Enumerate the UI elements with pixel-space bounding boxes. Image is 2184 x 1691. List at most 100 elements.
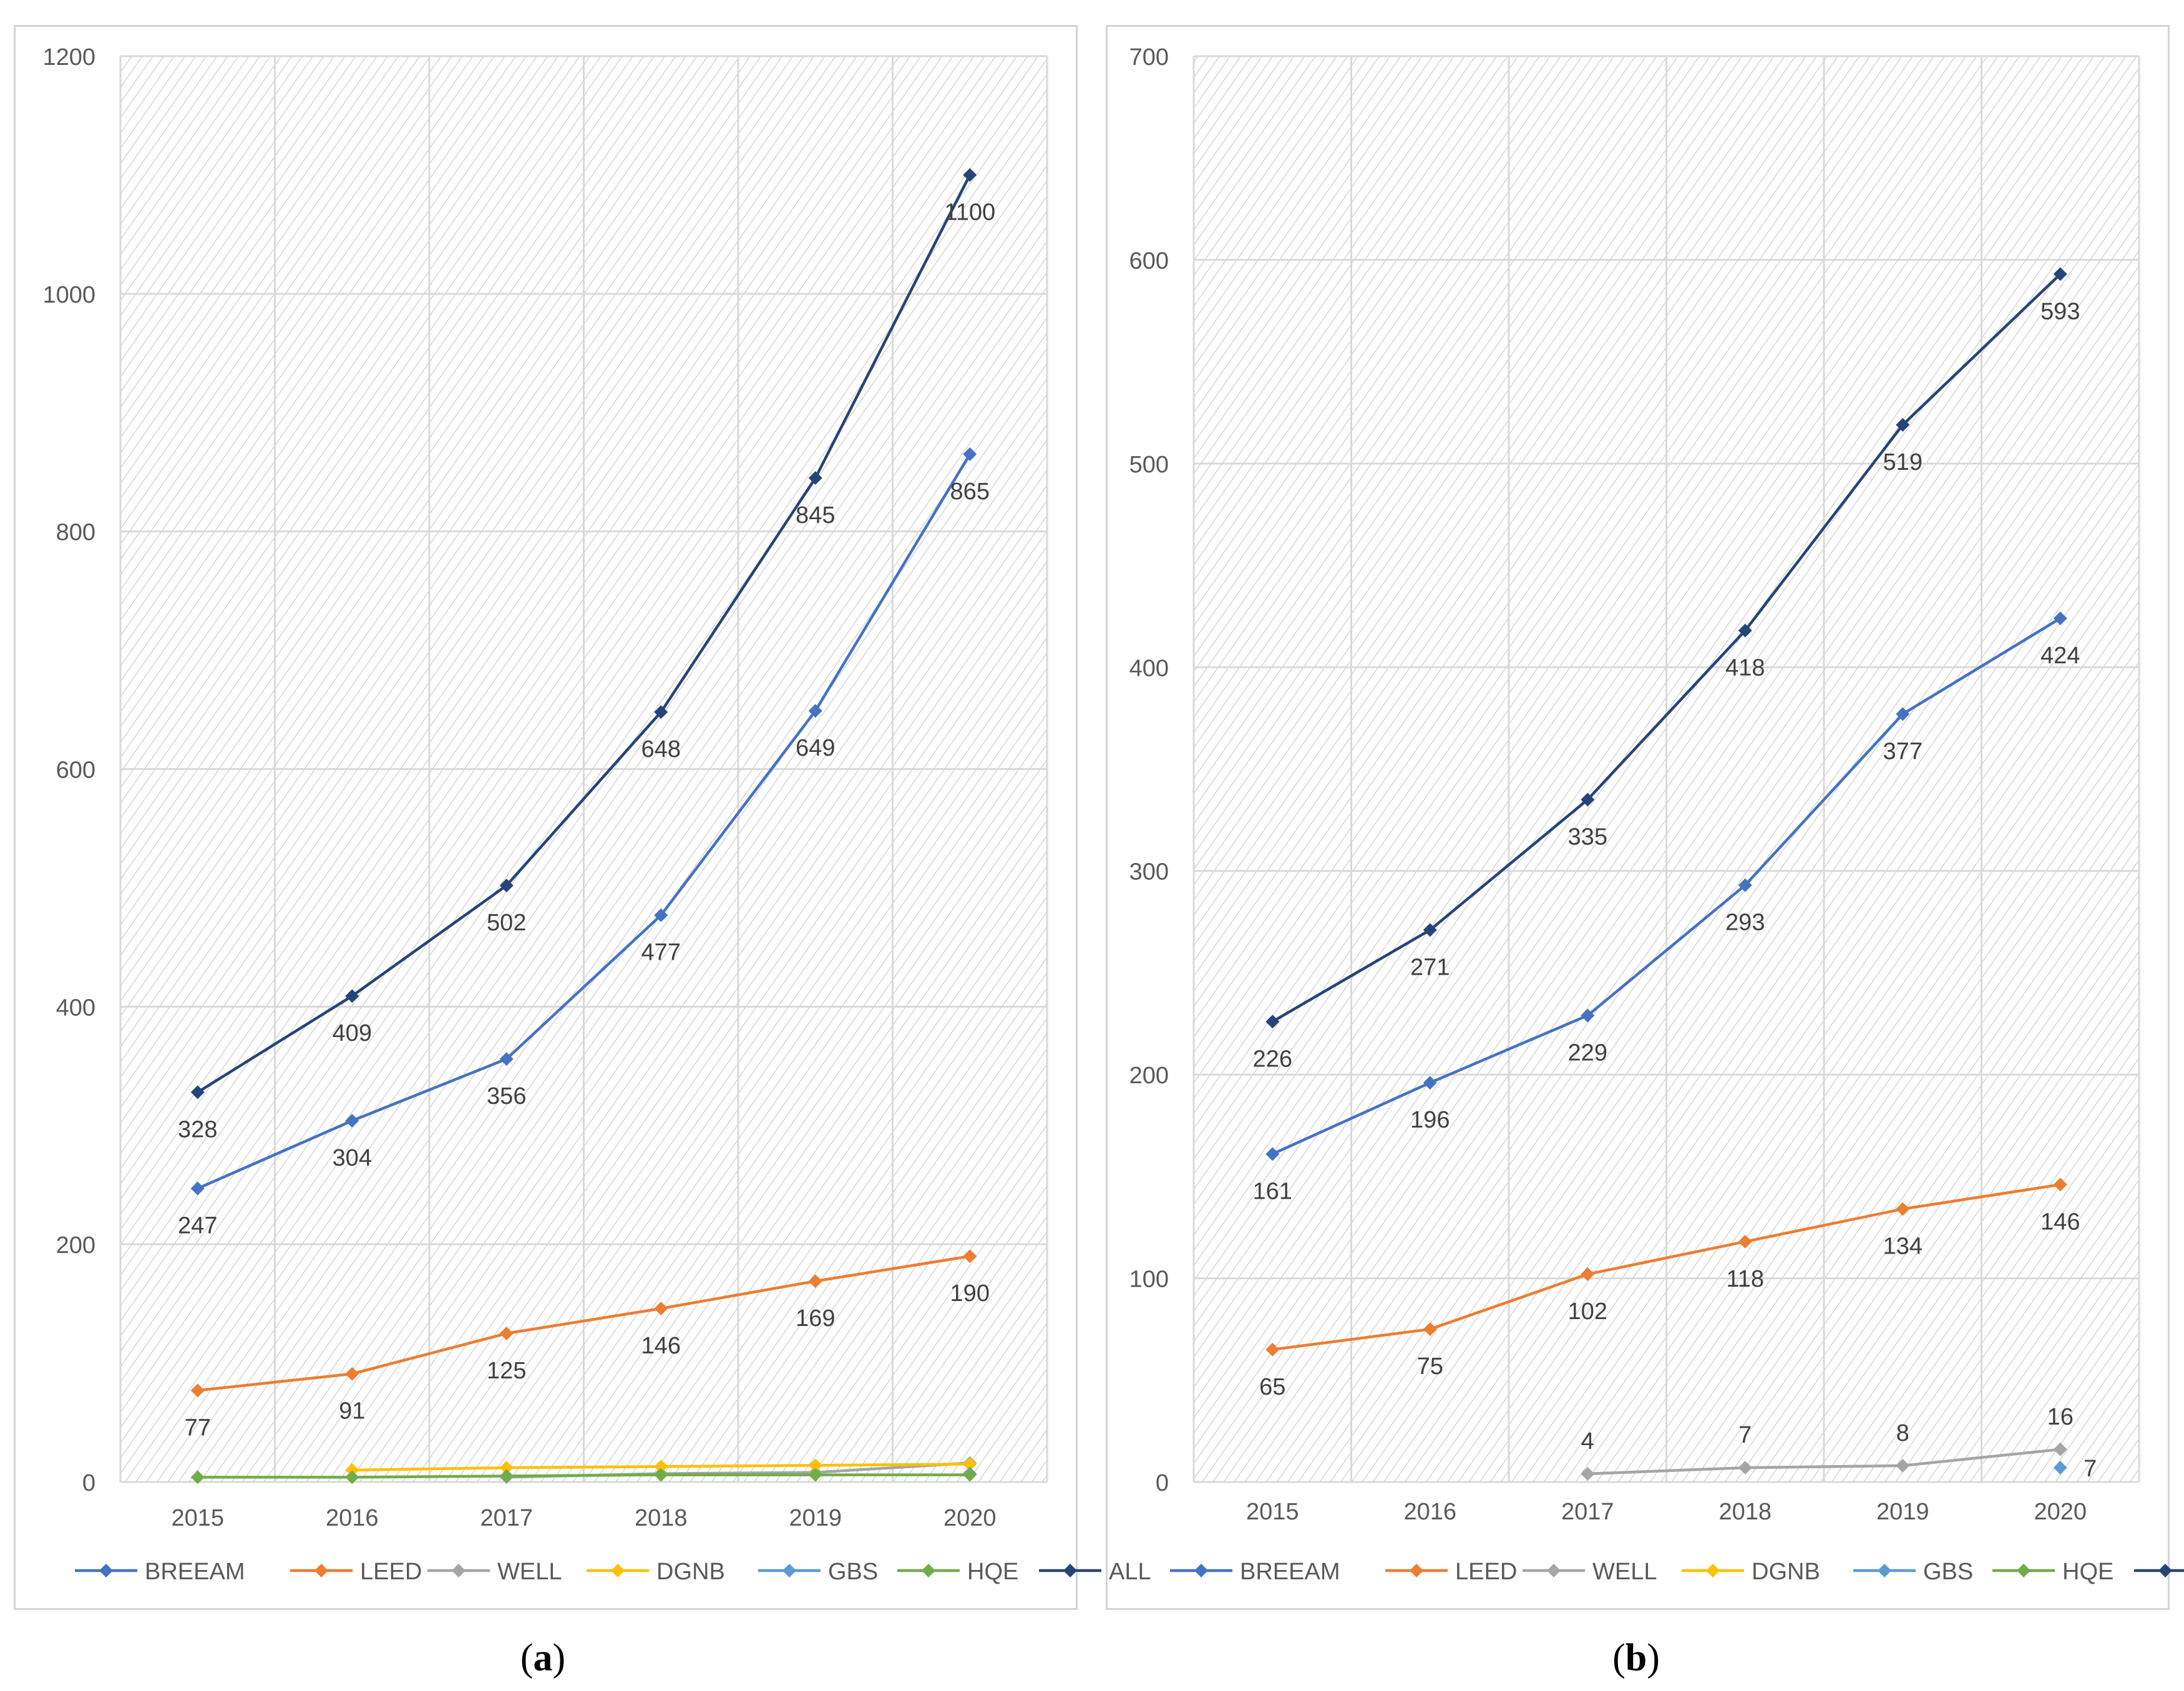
marker-all — [1581, 792, 1595, 807]
marker-leed — [345, 1367, 359, 1381]
series-line-all — [1272, 273, 2062, 1023]
marker-leed — [2053, 1177, 2067, 1192]
data-label-breeam: 865 — [950, 479, 990, 505]
legend-marker-leed — [314, 1564, 328, 1577]
legend-marker-gbs — [782, 1564, 796, 1577]
marker-gbs — [2053, 1461, 2067, 1475]
marker-well — [1896, 1458, 1910, 1473]
data-label-well: 7 — [1738, 1422, 1752, 1448]
data-label-all: 1100 — [944, 199, 995, 225]
x-tick-label: 2015 — [171, 1505, 224, 1531]
marker-leed — [1265, 1342, 1280, 1357]
marker-breeam — [963, 447, 977, 461]
marker-leed — [1738, 1234, 1752, 1249]
data-label-breeam: 356 — [487, 1083, 526, 1109]
y-tick-label: 0 — [1156, 1470, 1169, 1496]
marker-leed — [654, 1301, 668, 1315]
y-tick-label: 400 — [1129, 655, 1169, 681]
data-label-well: 16 — [2047, 1404, 2074, 1430]
data-label-all: 845 — [796, 502, 835, 529]
x-tick-label: 2016 — [1403, 1499, 1456, 1525]
legend-marker-well — [1547, 1564, 1561, 1577]
legend-marker-well — [452, 1564, 466, 1577]
y-tick-label: 1000 — [42, 282, 95, 308]
legend-marker-dgnb — [611, 1564, 625, 1577]
data-label-breeam: 161 — [1253, 1178, 1292, 1204]
marker-hqe — [963, 1468, 977, 1482]
series-line-breeam — [197, 453, 972, 1190]
marker-dgnb — [345, 1463, 359, 1477]
data-label-breeam: 293 — [1725, 910, 1765, 936]
data-label-all: 418 — [1725, 655, 1765, 681]
data-label-all: 335 — [1568, 824, 1607, 850]
data-label-gbs: 7 — [2084, 1456, 2097, 1482]
marker-leed — [190, 1383, 205, 1398]
legend-label-well: WELL — [1592, 1559, 1657, 1585]
caption-b-letter: b — [1625, 1637, 1647, 1679]
x-tick-label: 2018 — [635, 1505, 688, 1531]
marker-all — [2053, 267, 2067, 281]
data-label-leed: 118 — [1726, 1266, 1764, 1292]
data-label-leed: 134 — [1883, 1234, 1923, 1260]
legend-marker-dgnb — [1706, 1564, 1720, 1577]
chart-b: 0 100 200 300 400 500 600 700 2015 2016 2017 2018 20… — [1129, 44, 2184, 1585]
marker-breeam — [1265, 1147, 1280, 1161]
marker-well — [1581, 1466, 1595, 1481]
marker-hqe — [499, 1469, 514, 1483]
data-label-breeam: 649 — [796, 735, 835, 761]
y-tick-label: 300 — [1129, 859, 1169, 885]
data-label-breeam: 304 — [333, 1145, 372, 1171]
series-line-breeam — [1272, 617, 2061, 1156]
data-label-all: 409 — [333, 1020, 372, 1046]
marker-leed — [808, 1274, 822, 1289]
marker-all — [1738, 623, 1752, 638]
data-label-well: 8 — [1896, 1420, 1909, 1446]
y-tick-label: 200 — [56, 1232, 95, 1259]
x-tick-label: 2020 — [2034, 1499, 2087, 1525]
x-tick-label: 2019 — [1876, 1499, 1929, 1525]
legend-label-gbs: GBS — [828, 1559, 878, 1585]
legend-label-well: WELL — [497, 1559, 562, 1585]
caption-a-letter: a — [533, 1637, 553, 1679]
x-tick-label: 2018 — [1718, 1499, 1772, 1525]
series-line-well — [1587, 1448, 2060, 1476]
marker-hqe — [345, 1470, 359, 1484]
data-label-leed: 125 — [487, 1358, 526, 1384]
y-tick-label: 800 — [56, 520, 95, 546]
marker-hqe — [654, 1468, 668, 1482]
data-label-all: 519 — [1883, 449, 1923, 475]
marker-leed — [1423, 1322, 1437, 1337]
legend-label-all: ALL — [1109, 1559, 1151, 1585]
data-label-breeam: 196 — [1410, 1107, 1450, 1133]
marker-all — [1896, 417, 1910, 432]
caption-panel-a: (a) — [520, 1637, 566, 1679]
data-label-breeam: 424 — [2040, 643, 2080, 669]
y-tick-label: 200 — [1129, 1063, 1169, 1089]
marker-leed — [499, 1326, 514, 1340]
marker-leed — [963, 1249, 977, 1264]
series-line-all — [197, 174, 972, 1094]
legend-label-dgnb: DGNB — [656, 1559, 725, 1585]
marker-well — [1738, 1461, 1752, 1475]
marker-hqe — [808, 1468, 822, 1482]
legend-marker-gbs — [1878, 1564, 1891, 1577]
legend-label-leed: LEED — [360, 1559, 422, 1585]
y-tick-label: 1200 — [42, 44, 95, 71]
x-tick-label: 2017 — [1561, 1499, 1614, 1525]
marker-all — [499, 879, 514, 893]
data-label-leed: 102 — [1568, 1299, 1607, 1325]
marker-dgnb — [654, 1460, 668, 1474]
legend-marker-breeam — [99, 1564, 113, 1577]
data-label-breeam: 377 — [1883, 738, 1923, 764]
legend-label-hqe: HQE — [2062, 1559, 2113, 1585]
x-tick-label: 2019 — [789, 1505, 842, 1531]
x-tick-label: 2017 — [480, 1505, 533, 1531]
legend-marker-leed — [1410, 1564, 1423, 1577]
legend-label-dgnb: DGNB — [1752, 1559, 1820, 1585]
marker-all — [654, 705, 668, 719]
data-label-all: 593 — [2040, 298, 2080, 324]
marker-all — [1423, 923, 1437, 937]
marker-dgnb — [808, 1458, 822, 1473]
y-tick-label: 600 — [56, 758, 95, 784]
